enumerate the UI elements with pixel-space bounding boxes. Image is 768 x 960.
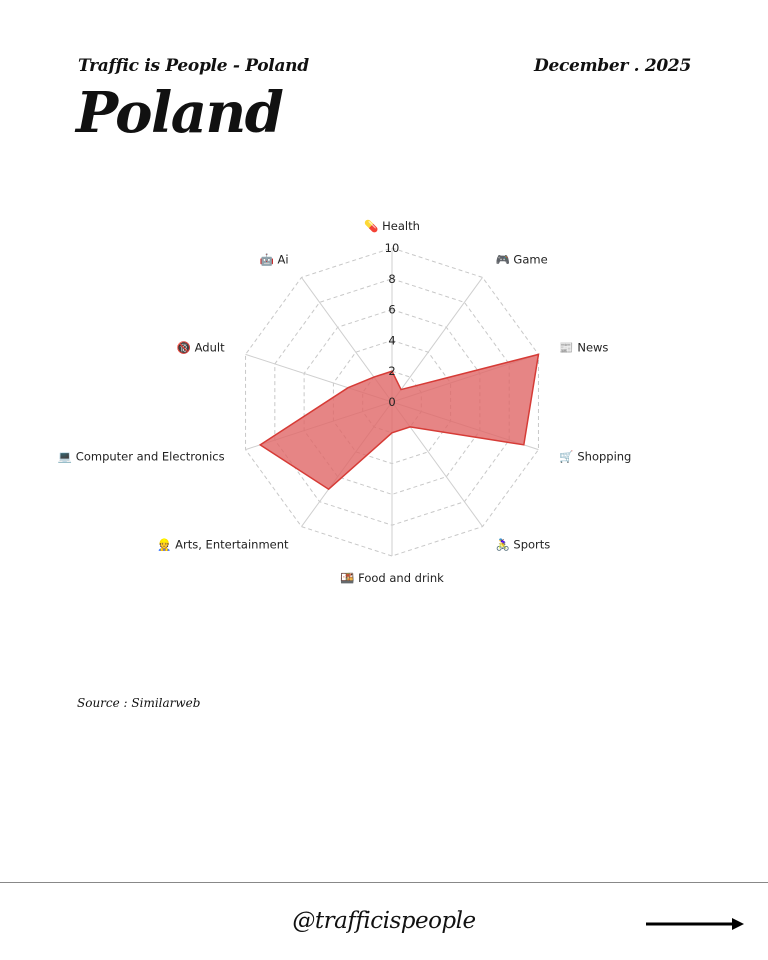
radar-axis-labels: 💊 Health 🎮 Game 📰 News 🛒 Shopping 🚴‍♀️ Sport… [58, 219, 632, 585]
axis-label: 📰 News [559, 341, 608, 355]
date-label: December . 2025 [534, 56, 691, 76]
tick-label: 8 [388, 272, 395, 286]
page-title: Poland [76, 80, 284, 146]
source-note: Source : Similarweb [77, 696, 201, 710]
footer-divider [0, 882, 768, 883]
axis-label: 🔞 Adult [177, 341, 225, 355]
tick-label: 2 [388, 364, 395, 378]
radar-series [258, 353, 540, 491]
axis-label: 🤖 Ai [260, 253, 289, 267]
axis-label: 💻 Computer and Electronics [58, 449, 225, 463]
social-handle: @trafficispeople [292, 908, 476, 934]
axis-label: 💊 Health [364, 219, 420, 233]
grid-spoke [391, 277, 483, 403]
radar-chart: 0 2 4 6 8 10 💊 Health 🎮 Game 📰 News 🛒 Shopping 🚴‍… [58, 219, 632, 585]
axis-label: 🎮 Game [495, 253, 547, 267]
axis-label: 🛒 Shopping [559, 449, 631, 463]
tick-label: 10 [385, 241, 400, 255]
series-area [258, 353, 540, 491]
subtitle: Traffic is People - Poland [78, 56, 309, 76]
arrow-right-icon[interactable] [646, 914, 746, 934]
tick-label: 6 [388, 303, 395, 317]
axis-label: 🍱 Food and drink [340, 571, 444, 585]
radar-ticks: 0 2 4 6 8 10 [385, 241, 400, 409]
tick-label: 4 [388, 333, 395, 347]
axis-label: 👷 Arts, Entertainment [157, 537, 289, 551]
tick-label: 0 [388, 395, 395, 409]
grid-ring [245, 247, 539, 557]
axis-label: 🚴‍♀️ Sports [495, 537, 550, 551]
